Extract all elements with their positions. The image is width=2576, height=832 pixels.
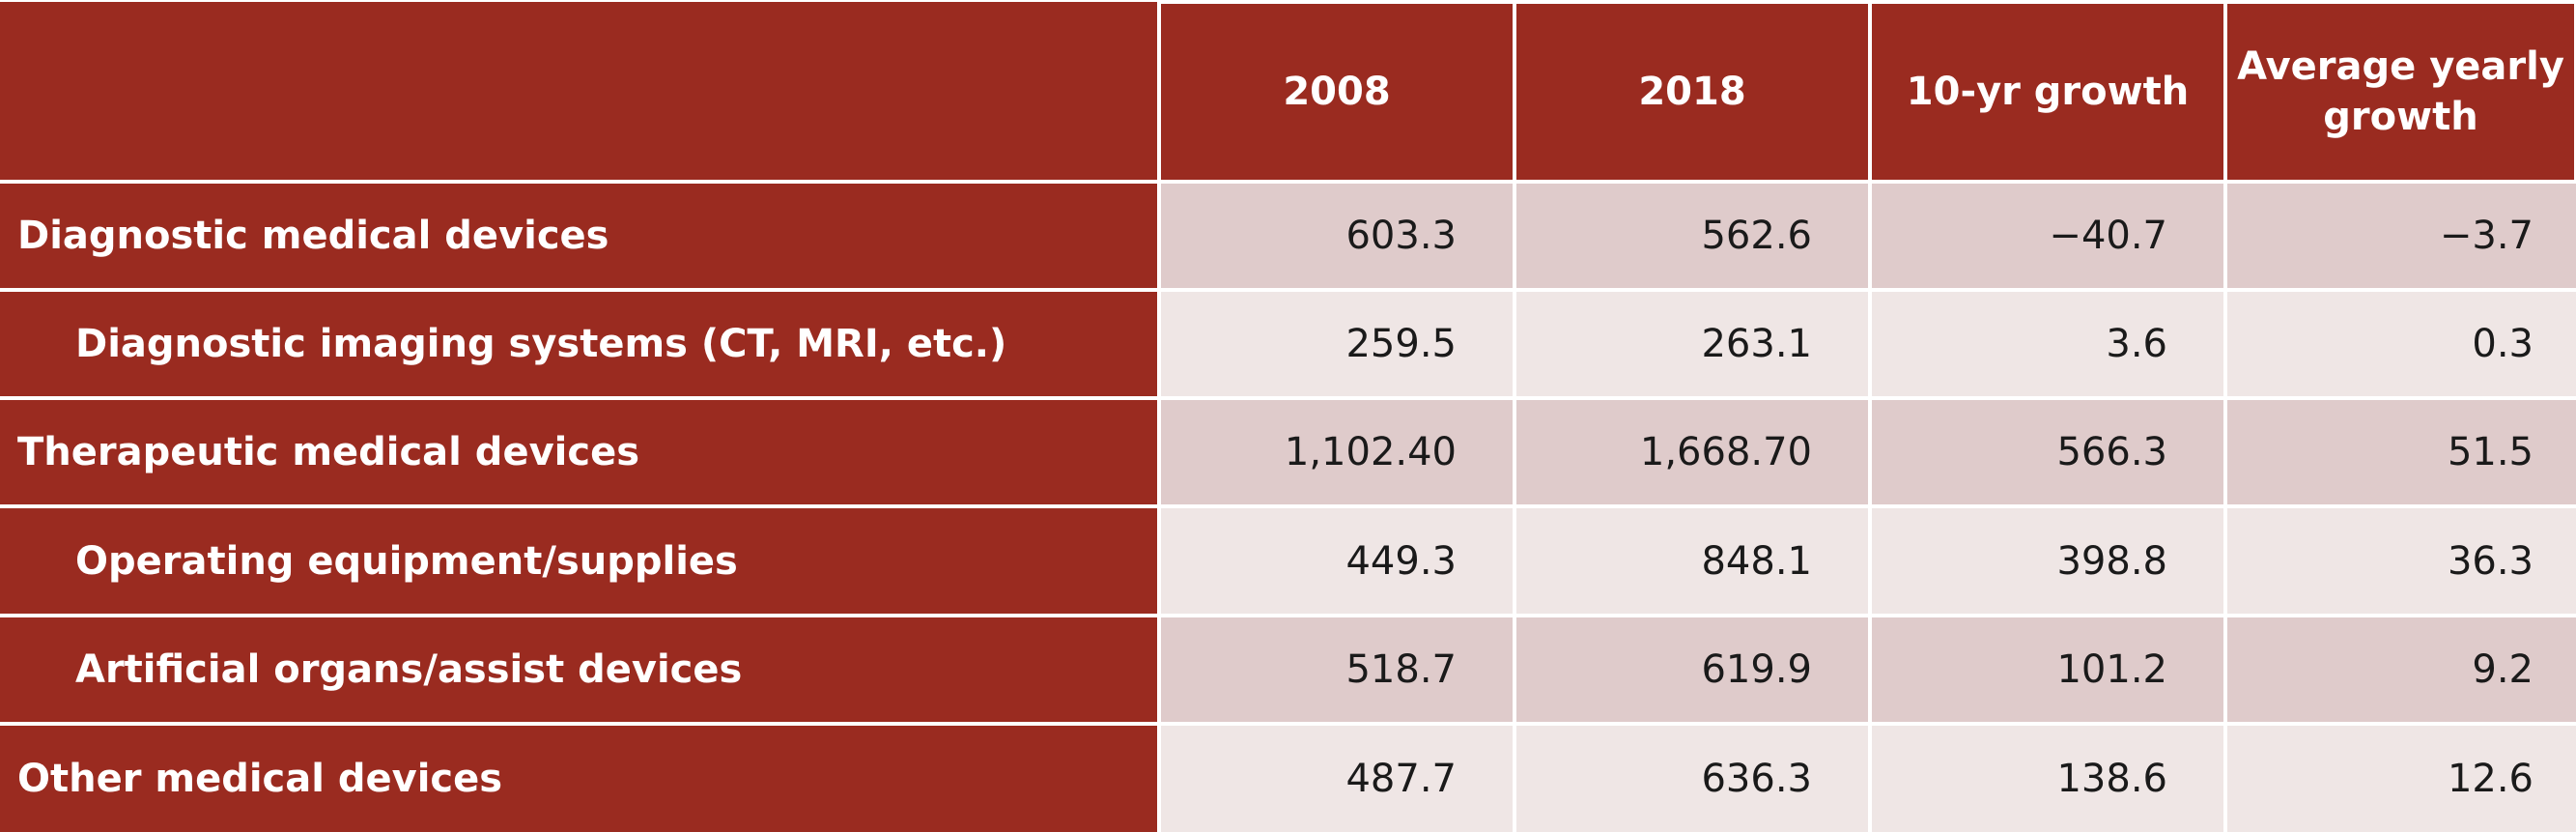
cell-2008: 518.7 [1157,613,1516,726]
cell-10yr-growth: 566.3 [1868,396,2227,509]
cell-average-yearly-growth: 51.5 [2223,396,2576,509]
header-cell-average-yearly-growth: Average yearly growth [2223,0,2576,184]
cell-2018: 1,668.70 [1513,396,1872,509]
cell-10yr-growth: 3.6 [1868,288,2227,401]
cell-average-yearly-growth: −3.7 [2223,179,2576,293]
header-cell-label [0,2,1161,184]
table-row: Therapeutic medical devices 1,102.40 1,6… [0,396,2576,509]
table-row: Diagnostic imaging systems (CT, MRI, etc… [0,288,2576,401]
row-label: Therapeutic medical devices [0,396,1161,509]
cell-2008: 603.3 [1157,179,1516,293]
header-cell-2018: 2018 [1513,0,1872,184]
header-cell-10yr-growth: 10-yr growth [1868,0,2227,184]
cell-2008: 259.5 [1157,288,1516,401]
header-cell-2008: 2008 [1157,0,1516,184]
header-row: 2008 2018 10-yr growth Average yearly gr… [0,0,2576,184]
row-label: Diagnostic medical devices [0,179,1161,293]
row-label: Artificial organs/assist devices [0,613,1161,726]
table-row: Artificial organs/assist devices 518.7 6… [0,613,2576,726]
cell-2008: 487.7 [1157,721,1516,832]
cell-2018: 619.9 [1513,613,1872,726]
cell-2008: 1,102.40 [1157,396,1516,509]
cell-average-yearly-growth: 9.2 [2223,613,2576,726]
table-row: Operating equipment/supplies 449.3 848.1… [0,504,2576,617]
cell-2018: 562.6 [1513,179,1872,293]
cell-10yr-growth: 138.6 [1868,721,2227,832]
cell-2018: 263.1 [1513,288,1872,401]
table-row: Diagnostic medical devices 603.3 562.6 −… [0,179,2576,293]
row-label: Operating equipment/supplies [0,504,1161,617]
cell-10yr-growth: −40.7 [1868,179,2227,293]
row-label: Diagnostic imaging systems (CT, MRI, etc… [0,288,1161,401]
cell-2018: 848.1 [1513,504,1872,617]
cell-10yr-growth: 398.8 [1868,504,2227,617]
cell-average-yearly-growth: 0.3 [2223,288,2576,401]
cell-2008: 449.3 [1157,504,1516,617]
cell-average-yearly-growth: 36.3 [2223,504,2576,617]
cell-average-yearly-growth: 12.6 [2223,721,2576,832]
cell-2018: 636.3 [1513,721,1872,832]
table-row: Other medical devices 487.7 636.3 138.6 … [0,721,2576,832]
cell-10yr-growth: 101.2 [1868,613,2227,726]
row-label: Other medical devices [0,721,1161,832]
